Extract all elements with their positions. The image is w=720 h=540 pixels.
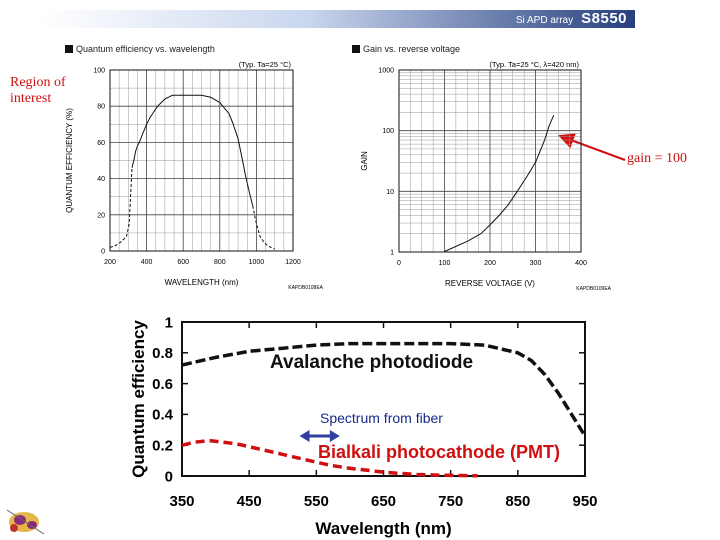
x-axis-label: WAVELENGTH (nm)	[165, 278, 239, 287]
x-tick-label: 850	[505, 493, 530, 510]
x-tick-label: 400	[575, 260, 587, 267]
x-tick-label: 450	[237, 493, 262, 510]
qe-section-title: Quantum efficiency vs. wavelength	[65, 44, 215, 54]
y-tick-label: 1000	[378, 67, 394, 74]
y-tick-label: 100	[93, 67, 105, 74]
y-tick-label: 1	[390, 249, 394, 256]
y-tick-label: 0	[101, 248, 105, 255]
square-bullet-icon	[65, 45, 73, 53]
y-tick-label: 20	[97, 212, 105, 219]
y-tick-label: 1	[165, 314, 173, 331]
x-tick-label: 350	[169, 493, 194, 510]
x-tick-label: 400	[141, 259, 153, 266]
figure-code: KAPDB0108EA	[288, 285, 323, 291]
x-tick-label: 300	[530, 260, 542, 267]
x-tick-label: 750	[438, 493, 463, 510]
banner-text: Si APD array S8550	[516, 10, 627, 28]
y-tick-label: 100	[382, 128, 394, 135]
y-tick-label: 40	[97, 176, 105, 183]
y-tick-label: 0.8	[152, 345, 173, 362]
arrow-head-left-icon	[299, 429, 310, 442]
x-tick-label: 200	[484, 260, 496, 267]
x-tick-label: 950	[572, 493, 597, 510]
y-tick-label: 0.2	[152, 437, 173, 454]
product-name: Si APD array	[515, 15, 574, 26]
y-axis-label: GAIN	[360, 151, 369, 171]
y-tick-label: 80	[97, 104, 105, 111]
condition-note: (Typ. Ta=25 °C, λ=420 nm)	[489, 60, 579, 69]
x-axis-label: Wavelength (nm)	[315, 519, 451, 538]
x-tick-label: 800	[214, 259, 226, 266]
series-line	[252, 205, 275, 250]
model-number: S8550	[581, 10, 627, 27]
x-tick-label: 600	[177, 259, 189, 266]
y-tick-label: 10	[386, 189, 394, 196]
gain-100-label: gain = 100	[627, 151, 687, 166]
x-axis-label: REVERSE VOLTAGE (V)	[445, 279, 535, 288]
x-tick-label: 0	[397, 260, 401, 267]
series-line	[181, 341, 587, 437]
y-axis-label: QUANTUM EFFICIENCY (%)	[65, 108, 74, 213]
series-line	[131, 94, 254, 206]
plot-frame	[109, 69, 294, 252]
x-tick-label: 200	[104, 259, 116, 266]
condition-note: (Typ. Ta=25 °C)	[239, 60, 292, 69]
x-tick-label: 1000	[249, 259, 265, 266]
y-tick-label: 0.6	[152, 376, 173, 393]
series-line	[444, 115, 555, 252]
series-line	[109, 167, 133, 248]
square-bullet-icon	[352, 45, 360, 53]
spectrum-label: Spectrum from fiber	[320, 410, 443, 426]
plot-frame	[398, 69, 582, 253]
x-tick-label: 650	[371, 493, 396, 510]
x-tick-label: 550	[304, 493, 329, 510]
y-tick-label: 0	[165, 468, 173, 485]
x-tick-label: 1200	[285, 259, 301, 266]
logo	[6, 509, 45, 535]
y-axis-label: Quantum efficiency	[129, 320, 148, 478]
figure-code: KAPDB0109EA	[576, 286, 611, 292]
apd-curve-label: Avalanche photodiode	[270, 352, 473, 373]
y-tick-label: 60	[97, 140, 105, 147]
header-banner: Si APD array S8550	[40, 10, 635, 28]
pmt-curve-label: Bialkali photocathode (PMT)	[318, 442, 560, 462]
series-line	[181, 438, 478, 478]
gain-section-title: Gain vs. reverse voltage	[352, 44, 460, 54]
y-tick-label: 0.4	[152, 407, 174, 424]
x-tick-label: 100	[439, 260, 451, 267]
region-of-interest-label: Region of interest	[10, 75, 66, 106]
arrow-head-right-icon	[329, 429, 340, 442]
